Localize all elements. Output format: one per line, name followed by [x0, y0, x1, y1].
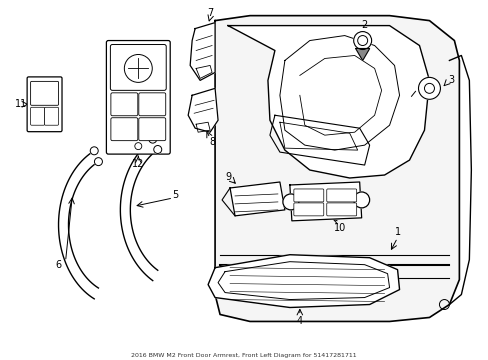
- FancyBboxPatch shape: [293, 189, 323, 202]
- Text: 8: 8: [208, 137, 215, 147]
- Polygon shape: [188, 88, 218, 132]
- FancyBboxPatch shape: [293, 203, 323, 216]
- Circle shape: [94, 158, 102, 166]
- FancyBboxPatch shape: [31, 81, 59, 105]
- Polygon shape: [355, 49, 369, 60]
- Polygon shape: [215, 15, 458, 321]
- Text: 1: 1: [394, 227, 400, 237]
- Text: 6: 6: [55, 260, 61, 270]
- FancyBboxPatch shape: [139, 93, 165, 116]
- Circle shape: [148, 135, 157, 143]
- Text: 5: 5: [172, 190, 178, 200]
- Text: 3: 3: [447, 75, 453, 85]
- Polygon shape: [208, 255, 399, 307]
- FancyBboxPatch shape: [326, 189, 356, 202]
- Circle shape: [90, 147, 98, 155]
- Text: 2: 2: [361, 19, 367, 30]
- Text: 9: 9: [224, 172, 231, 182]
- FancyBboxPatch shape: [44, 107, 59, 125]
- Circle shape: [353, 32, 371, 50]
- FancyBboxPatch shape: [110, 45, 166, 90]
- Text: 4: 4: [296, 316, 302, 327]
- Polygon shape: [227, 26, 428, 178]
- Text: 7: 7: [206, 8, 213, 18]
- Text: 11: 11: [15, 99, 27, 109]
- FancyBboxPatch shape: [106, 41, 170, 154]
- FancyBboxPatch shape: [111, 118, 138, 141]
- Text: 10: 10: [333, 223, 345, 233]
- Text: 12: 12: [132, 159, 144, 169]
- Polygon shape: [229, 182, 285, 216]
- Circle shape: [418, 77, 440, 99]
- FancyBboxPatch shape: [27, 77, 62, 132]
- Circle shape: [283, 194, 298, 210]
- Polygon shape: [289, 182, 361, 221]
- FancyBboxPatch shape: [326, 203, 356, 216]
- Text: 2016 BMW M2 Front Door Armrest, Front Left Diagram for 51417281711: 2016 BMW M2 Front Door Armrest, Front Le…: [131, 353, 356, 358]
- FancyBboxPatch shape: [111, 93, 138, 116]
- FancyBboxPatch shape: [139, 118, 165, 141]
- Circle shape: [153, 145, 162, 153]
- Circle shape: [353, 192, 369, 208]
- FancyBboxPatch shape: [31, 107, 44, 125]
- Polygon shape: [190, 23, 215, 80]
